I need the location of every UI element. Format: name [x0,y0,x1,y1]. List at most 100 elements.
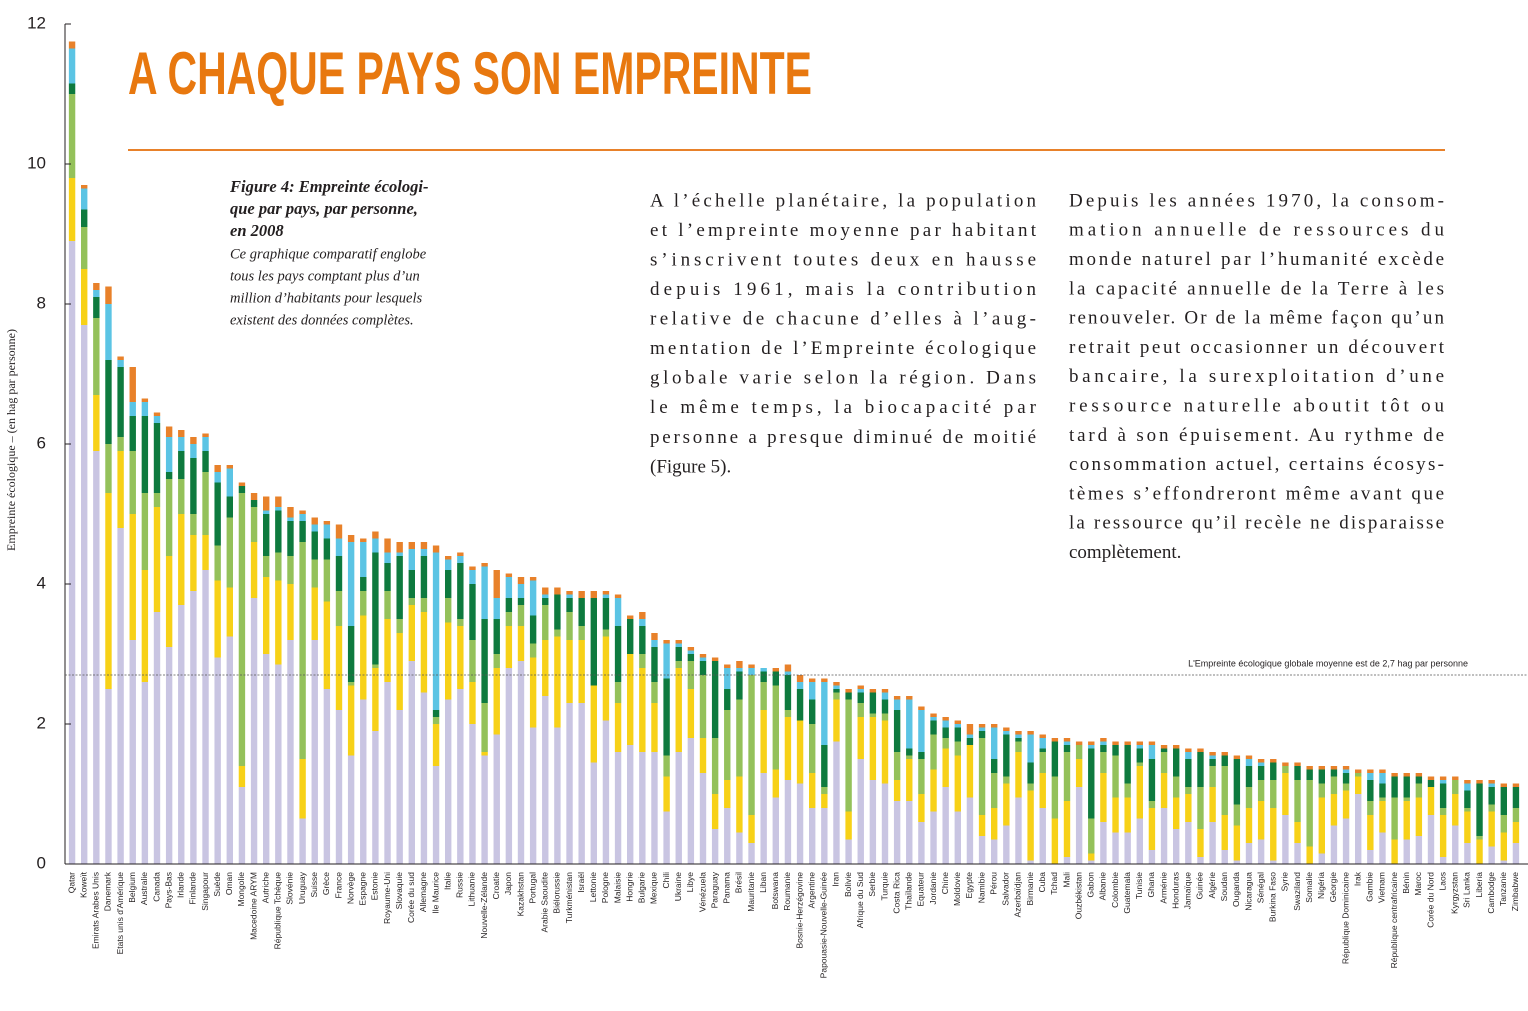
bar-segment [1209,752,1216,756]
y-tick-label: 12 [27,13,46,32]
bar-segment [420,556,428,598]
x-tick-label: Kazakhstan [515,872,525,917]
bar-segment [796,720,804,784]
bar-segment [287,517,294,521]
paragraph-line: monde naturel par l’humanité excède [1069,249,1444,270]
bar-segment [1100,741,1107,745]
bar-segment [1063,801,1071,857]
bar-segment [1488,783,1495,787]
bar-segment [420,692,428,864]
x-tick-label: Malaisie [612,872,622,903]
bar-segment [821,794,828,808]
bar-segment [893,752,901,780]
bar-segment [372,538,379,553]
x-tick-label: Suisse [309,872,319,898]
bar-segment [966,724,974,735]
bar-segment [966,797,974,864]
bar-segment [1282,766,1289,773]
x-tick-label: Ghana [1146,872,1156,898]
bar-segment [772,671,779,686]
figure-title: en 2008 [230,221,284,240]
bar-segment [1185,822,1192,864]
x-tick-label: Bolivie [843,872,853,897]
bar-segment [432,545,440,553]
bar-segment [420,612,428,693]
bar-segment [966,738,974,745]
bar-segment [1075,741,1083,745]
bar-segment [165,647,173,864]
bar-segment [675,643,682,647]
bar-segment [299,514,306,521]
bar-segment [517,626,525,661]
y-tick-label: 4 [37,573,46,592]
bar-segment [796,783,804,864]
bar-segment [311,517,318,525]
bar-segment [1512,808,1520,822]
bar-segment [1294,766,1301,780]
paragraph-line: mentation de l’Empreinte écologique [650,338,1036,359]
bar-segment [505,577,513,598]
bar-segment [481,703,488,752]
bar-segment [202,570,209,864]
bar-segment [857,689,864,693]
x-tick-label: République Tchèque [273,872,283,950]
bar-segment [614,682,622,703]
bar-segment [627,619,634,654]
x-tick-label: Maroc [1413,871,1423,895]
bar-segment [942,787,949,864]
x-tick-label: Iran [831,872,841,887]
bar-segment [214,657,221,864]
bar-segment [1452,776,1459,780]
bar-segment [724,689,731,710]
bar-segment [250,598,258,864]
bar-segment [821,787,828,794]
bar-segment [1075,787,1083,864]
x-tick-label: Corée du sud [406,872,416,923]
x-tick-label: Mongolie [236,872,246,907]
bar-segment [918,752,925,759]
bar-segment [978,738,986,815]
bar-segment [153,412,161,416]
bar-segment [287,556,294,584]
bar-segment [1464,843,1471,864]
x-tick-label: Mali [1061,872,1071,888]
bar-segment [784,717,792,780]
x-tick-label: Arabie Saoudite [540,872,550,933]
bar-segment [1427,815,1435,864]
x-tick-label: Grèce [321,872,331,895]
bar-segment [1476,783,1483,836]
bar-segment [554,594,561,630]
bar-segment [1403,797,1410,801]
bar-segment [165,437,173,472]
bar-segment [930,713,937,717]
bar-segment [117,367,124,437]
bar-segment [542,640,549,696]
bar-segment [1173,776,1180,798]
bar-segment [105,360,112,444]
bar-segment [1488,780,1495,784]
bar-segment [542,594,549,598]
x-tick-label: Jordanie [928,872,938,905]
paragraph-line: renouveler. Or de la même façon qu’un [1069,308,1445,329]
bar-segment [517,661,525,864]
figure-text: tous les pays comptant plus d’un [230,268,420,284]
bar-segment [639,752,646,864]
bar-segment [893,696,901,700]
bar-segment [699,773,707,864]
x-tick-label: Gabon [1086,872,1096,898]
bar-segment [1415,797,1423,836]
figure-text: existent des données complètes. [230,312,414,328]
bar-segment [1088,818,1095,854]
bar-segment [675,640,682,644]
bar-segment [1148,808,1156,850]
bar-segment [614,703,622,752]
bar-segment [748,664,755,668]
x-tick-label: Danemark [103,871,113,911]
bar-segment [1209,766,1216,787]
bar-segment [299,542,306,759]
bar-segment [445,570,452,598]
bar-segment [748,815,755,843]
bar-segment [1257,801,1265,840]
bar-segment [1100,822,1107,864]
bar-segment [214,482,221,546]
